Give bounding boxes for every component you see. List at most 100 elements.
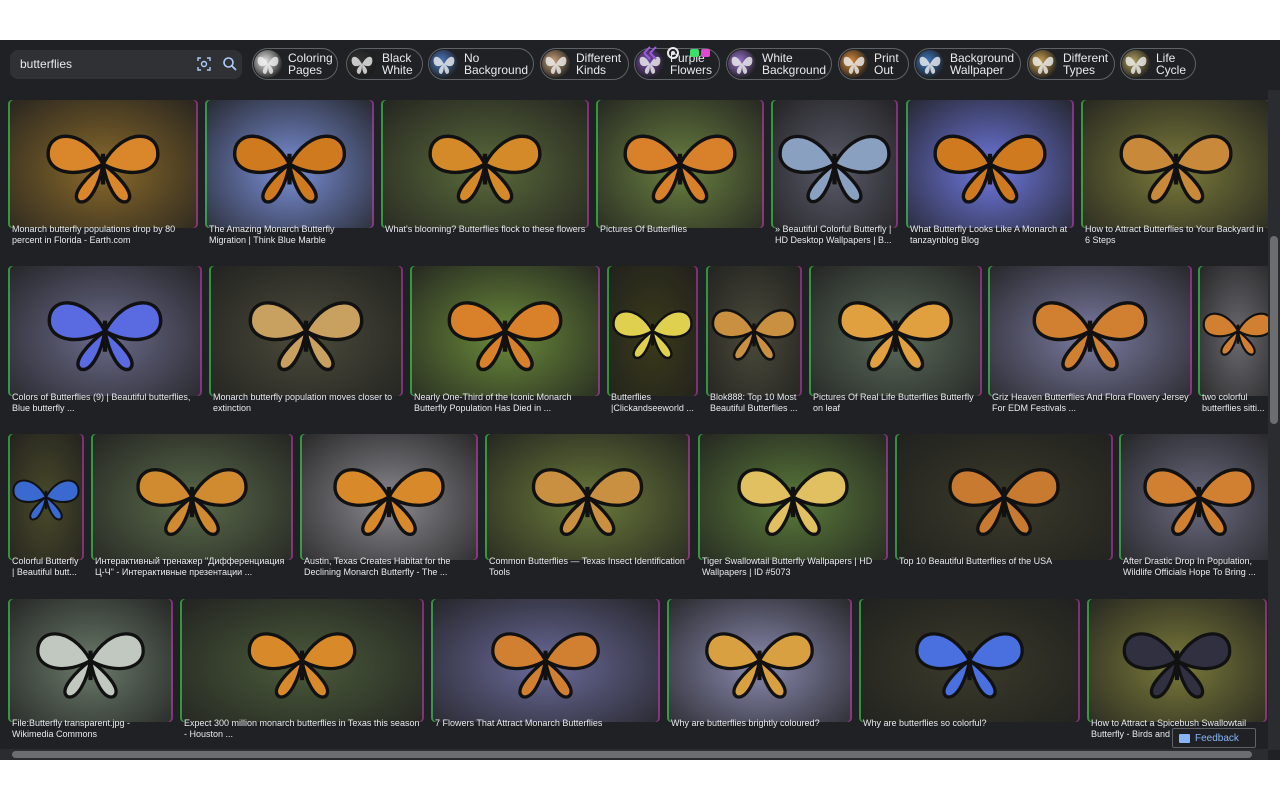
chip-label: Black White <box>382 51 413 77</box>
image-result[interactable]: Monarch butterfly population moves close… <box>209 266 403 416</box>
result-caption[interactable]: Nearly One-Third of the Iconic Monarch B… <box>414 392 572 413</box>
butterfly-image <box>136 468 248 536</box>
chip-thumbnail <box>348 50 376 78</box>
image-result[interactable]: How to Attract a Spicebush Swallowtail B… <box>1087 599 1267 742</box>
feedback-label: Feedback <box>1195 733 1239 744</box>
filter-chip[interactable]: Black White <box>346 48 423 80</box>
butterfly-image <box>705 632 814 699</box>
result-caption[interactable]: » Beautiful Colorful Butterfly | HD Desk… <box>775 224 892 245</box>
search-icon[interactable] <box>222 56 238 72</box>
result-thumbnail <box>1119 434 1279 560</box>
result-thumbnail <box>300 434 478 560</box>
filter-chip[interactable]: No Background <box>428 48 534 80</box>
result-caption[interactable]: Интерактивный тренажер "Дифференциация Ц… <box>95 556 285 577</box>
result-caption[interactable]: two colorful butterflies sitti... <box>1202 392 1265 413</box>
result-caption[interactable]: Top 10 Beautiful Butterflies of the USA <box>899 556 1053 566</box>
image-result[interactable]: Why are butterflies brightly coloured? <box>667 599 852 742</box>
chip-label: No Background <box>464 51 529 77</box>
image-result[interactable]: Colors of Butterflies (9) | Beautiful bu… <box>8 266 202 416</box>
image-result[interactable]: Blok888: Top 10 Most Beautiful Butterfli… <box>706 266 802 416</box>
image-result[interactable]: Pictures Of Butterflies <box>596 100 764 248</box>
result-caption[interactable]: What's blooming? Butterflies flock to th… <box>385 224 586 234</box>
result-caption[interactable]: Pictures Of Butterflies <box>600 224 688 234</box>
search-box[interactable]: butterflies <box>10 50 242 79</box>
butterfly-image <box>247 632 357 699</box>
image-result[interactable]: Monarch butterfly populations drop by 80… <box>8 100 198 248</box>
result-caption[interactable]: Monarch butterfly population moves close… <box>213 392 393 413</box>
scrollbar-thumb[interactable] <box>12 751 1252 758</box>
image-result[interactable]: Griz Heaven Butterflies And Flora Flower… <box>988 266 1192 416</box>
result-caption[interactable]: Monarch butterfly populations drop by 80… <box>12 224 176 245</box>
image-result[interactable]: two colorful butterflies sitti... <box>1198 266 1278 416</box>
chip-thumbnail <box>254 50 282 78</box>
result-caption[interactable]: Colors of Butterflies (9) | Beautiful bu… <box>12 392 191 413</box>
result-caption[interactable]: The Amazing Monarch Butterfly Migration … <box>209 224 335 245</box>
butterfly-image <box>47 301 163 372</box>
search-input[interactable]: butterflies <box>20 57 73 71</box>
result-thumbnail <box>8 266 202 396</box>
result-caption[interactable]: Why are butterflies brightly coloured? <box>671 718 820 728</box>
chip-thumbnail <box>728 50 756 78</box>
horizontal-scrollbar[interactable] <box>0 749 1268 760</box>
lens-icon[interactable] <box>196 56 212 72</box>
filter-chip[interactable]: Different Types <box>1027 48 1115 80</box>
filter-chip[interactable]: Life Cycle <box>1120 48 1196 80</box>
image-result[interactable]: Expect 300 million monarch butterflies i… <box>180 599 424 742</box>
filter-chip[interactable]: Different Kinds <box>540 48 629 80</box>
result-caption[interactable]: Austin, Texas Creates Habitat for the De… <box>304 556 451 577</box>
result-caption[interactable]: Griz Heaven Butterflies And Flora Flower… <box>992 392 1189 413</box>
filter-chip[interactable]: Background Wallpaper <box>914 48 1021 80</box>
image-result[interactable]: Common Butterflies — Texas Insect Identi… <box>485 434 690 580</box>
result-caption[interactable]: 7 Flowers That Attract Monarch Butterfli… <box>435 718 603 728</box>
image-result[interactable]: Nearly One-Third of the Iconic Monarch B… <box>410 266 600 416</box>
chip-thumbnail <box>1122 50 1150 78</box>
image-result[interactable]: How to Attract Butterflies to Your Backy… <box>1081 100 1271 248</box>
image-result[interactable]: File:Butterfly transparent.jpg - Wikimed… <box>8 599 173 742</box>
image-result[interactable]: What Butterfly Looks Like A Monarch at t… <box>906 100 1074 248</box>
vertical-scrollbar[interactable] <box>1268 90 1280 750</box>
result-thumbnail <box>895 434 1113 560</box>
chip-label: Coloring Pages <box>288 51 333 77</box>
result-caption[interactable]: Pictures Of Real Life Butterflies Butter… <box>813 392 974 413</box>
filter-chip[interactable]: White Background <box>726 48 832 80</box>
result-thumbnail <box>1081 100 1271 228</box>
feedback-button[interactable]: Feedback <box>1172 728 1256 748</box>
image-result[interactable]: Austin, Texas Creates Habitat for the De… <box>300 434 478 580</box>
image-result[interactable]: Top 10 Beautiful Butterflies of the USA <box>895 434 1113 580</box>
chip-label: Print Out <box>874 51 899 77</box>
butterfly-image <box>623 134 737 204</box>
result-caption[interactable]: What Butterfly Looks Like A Monarch at t… <box>910 224 1068 245</box>
image-result[interactable]: Tiger Swallowtail Butterfly Wallpapers |… <box>698 434 888 580</box>
image-result[interactable]: » Beautiful Colorful Butterfly | HD Desk… <box>771 100 898 248</box>
filter-chip[interactable]: Coloring Pages <box>252 48 338 80</box>
result-thumbnail <box>205 100 374 228</box>
result-caption[interactable]: How to Attract Butterflies to Your Backy… <box>1085 224 1264 245</box>
result-caption[interactable]: Common Butterflies — Texas Insect Identi… <box>489 556 685 577</box>
result-caption[interactable]: How to Attract a Spicebush Swallowtail B… <box>1091 718 1247 739</box>
result-caption[interactable]: File:Butterfly transparent.jpg - Wikimed… <box>12 718 131 739</box>
result-caption[interactable]: Blok888: Top 10 Most Beautiful Butterfli… <box>710 392 798 413</box>
result-caption[interactable]: Why are butterflies so colorful? <box>863 718 987 728</box>
result-caption[interactable]: Expect 300 million monarch butterflies i… <box>184 718 420 739</box>
image-result[interactable]: Why are butterflies so colorful? <box>859 599 1080 742</box>
result-caption[interactable]: Butterflies |Clickandseeworld ... <box>611 392 694 413</box>
image-result[interactable]: Colorful Butterfly | Beautiful butt... <box>8 434 84 580</box>
image-result[interactable]: After Drastic Drop In Population, Wildli… <box>1119 434 1279 580</box>
result-caption[interactable]: Colorful Butterfly | Beautiful butt... <box>12 556 79 577</box>
filter-chip[interactable]: Print Out <box>838 48 909 80</box>
image-result[interactable]: What's blooming? Butterflies flock to th… <box>381 100 589 248</box>
result-thumbnail <box>8 434 84 560</box>
result-caption[interactable]: Tiger Swallowtail Butterfly Wallpapers |… <box>702 556 873 577</box>
scrollbar-thumb[interactable] <box>1270 236 1278 424</box>
image-results-grid: Monarch butterfly populations drop by 80… <box>0 90 1279 750</box>
image-result[interactable]: 7 Flowers That Attract Monarch Butterfli… <box>431 599 660 742</box>
image-result[interactable]: Интерактивный тренажер "Дифференциация Ц… <box>91 434 293 580</box>
result-caption[interactable]: After Drastic Drop In Population, Wildli… <box>1123 556 1256 577</box>
result-thumbnail <box>8 100 198 228</box>
image-result[interactable]: Pictures Of Real Life Butterflies Butter… <box>809 266 982 416</box>
result-thumbnail <box>596 100 764 228</box>
image-result[interactable]: The Amazing Monarch Butterfly Migration … <box>205 100 374 248</box>
image-result[interactable]: Butterflies |Clickandseeworld ... <box>607 266 698 416</box>
butterfly-image <box>915 632 1024 699</box>
result-thumbnail <box>431 599 660 722</box>
